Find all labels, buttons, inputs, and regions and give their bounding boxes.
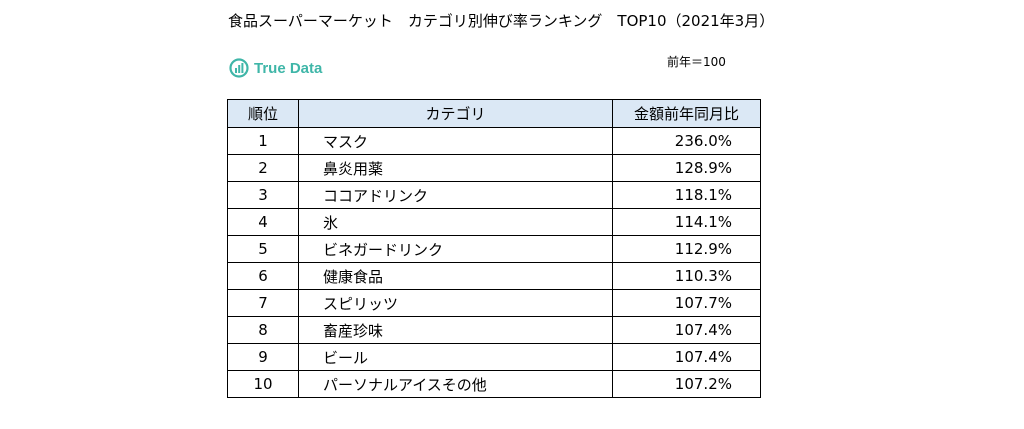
value-cell: 128.9% (612, 154, 761, 182)
table-row: 8 畜産珍味 107.4% (227, 316, 761, 344)
rank-cell: 6 (227, 262, 299, 290)
rank-cell: 8 (227, 316, 299, 344)
header-category: カテゴリ (298, 99, 613, 128)
rank-cell: 3 (227, 181, 299, 209)
true-data-logo: True Data (229, 58, 322, 78)
rank-cell: 7 (227, 289, 299, 317)
base-note: 前年＝100 (667, 55, 726, 69)
value-cell: 114.1% (612, 208, 761, 236)
category-cell: 鼻炎用薬 (298, 154, 613, 182)
table-row: 10 パーソナルアイスその他 107.2% (227, 370, 761, 398)
category-cell: ビール (298, 343, 613, 371)
value-cell: 112.9% (612, 235, 761, 263)
category-cell: ココアドリンク (298, 181, 613, 209)
rank-cell: 2 (227, 154, 299, 182)
category-cell: 畜産珍味 (298, 316, 613, 344)
table-row: 1 マスク 236.0% (227, 127, 761, 155)
rank-cell: 1 (227, 127, 299, 155)
table-row: 6 健康食品 110.3% (227, 262, 761, 290)
category-cell: マスク (298, 127, 613, 155)
category-cell: ビネガードリンク (298, 235, 613, 263)
rank-cell: 9 (227, 343, 299, 371)
ranking-table: 順位 カテゴリ 金額前年同月比 1 マスク 236.0% 2 鼻炎用薬 128.… (227, 99, 761, 398)
header-value: 金額前年同月比 (612, 99, 761, 128)
category-cell: スピリッツ (298, 289, 613, 317)
table-header-row: 順位 カテゴリ 金額前年同月比 (227, 99, 761, 128)
page-title: 食品スーパーマーケット カテゴリ別伸び率ランキング TOP10（2021年3月） (228, 12, 775, 30)
logo-text: True Data (254, 59, 323, 77)
table-row: 2 鼻炎用薬 128.9% (227, 154, 761, 182)
value-cell: 107.4% (612, 316, 761, 344)
rank-cell: 4 (227, 208, 299, 236)
category-cell: 健康食品 (298, 262, 613, 290)
value-cell: 110.3% (612, 262, 761, 290)
category-cell: 氷 (298, 208, 613, 236)
table-row: 7 スピリッツ 107.7% (227, 289, 761, 317)
value-cell: 107.4% (612, 343, 761, 371)
table-row: 9 ビール 107.4% (227, 343, 761, 371)
table-row: 4 氷 114.1% (227, 208, 761, 236)
category-cell: パーソナルアイスその他 (298, 370, 613, 398)
value-cell: 118.1% (612, 181, 761, 209)
table-row: 5 ビネガードリンク 112.9% (227, 235, 761, 263)
value-cell: 236.0% (612, 127, 761, 155)
bar-chart-circle-icon (229, 58, 249, 78)
value-cell: 107.7% (612, 289, 761, 317)
rank-cell: 5 (227, 235, 299, 263)
header-rank: 順位 (227, 99, 299, 128)
rank-cell: 10 (227, 370, 299, 398)
table-row: 3 ココアドリンク 118.1% (227, 181, 761, 209)
value-cell: 107.2% (612, 370, 761, 398)
